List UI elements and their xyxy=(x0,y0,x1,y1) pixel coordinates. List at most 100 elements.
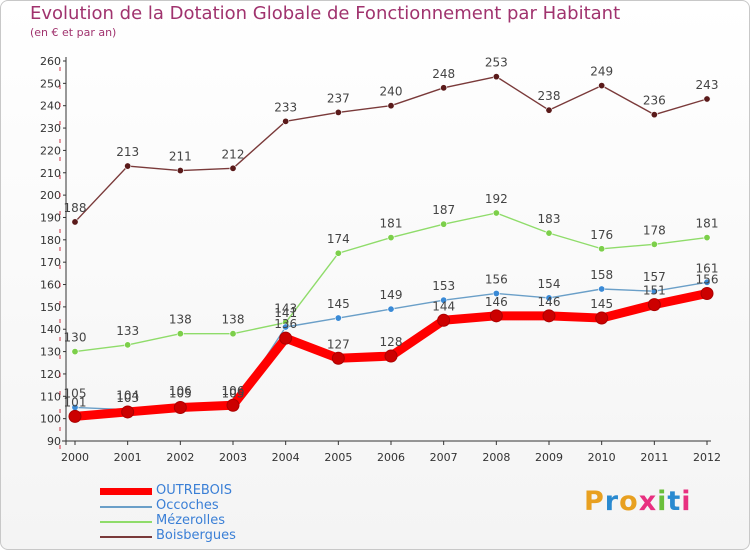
data-point xyxy=(334,249,342,257)
data-label: 174 xyxy=(327,232,350,246)
data-label: 178 xyxy=(643,223,666,237)
data-label: 141 xyxy=(274,306,297,320)
data-label: 130 xyxy=(64,331,87,345)
data-point xyxy=(226,398,240,412)
data-label: 156 xyxy=(485,272,508,286)
x-tick-label: 2004 xyxy=(272,451,300,464)
y-tick-label: 260 xyxy=(40,55,61,68)
logo-letter: r xyxy=(604,486,620,517)
y-tick-label: 210 xyxy=(40,167,61,180)
logo-letter: o xyxy=(619,486,639,517)
data-point xyxy=(700,286,714,300)
data-label: 106 xyxy=(222,384,245,398)
data-label: 183 xyxy=(538,212,561,226)
data-point xyxy=(68,409,82,423)
data-point xyxy=(650,111,658,119)
x-tick-label: 2000 xyxy=(61,451,89,464)
data-label: 213 xyxy=(116,145,139,159)
data-point xyxy=(387,234,395,242)
legend-swatch-mezerolles xyxy=(100,521,152,523)
data-label: 146 xyxy=(538,295,561,309)
x-tick-label: 2005 xyxy=(324,451,352,464)
data-label: 133 xyxy=(116,324,139,338)
data-label: 151 xyxy=(643,284,666,298)
data-point xyxy=(387,102,395,110)
data-point xyxy=(489,309,503,323)
data-label: 146 xyxy=(485,295,508,309)
data-point xyxy=(440,84,448,92)
y-tick-label: 150 xyxy=(40,301,61,314)
data-point xyxy=(703,95,711,103)
data-point xyxy=(331,351,345,365)
y-tick-label: 250 xyxy=(40,77,61,90)
y-tick-label: 130 xyxy=(40,346,61,359)
data-label: 253 xyxy=(485,56,508,70)
y-tick-label: 140 xyxy=(40,323,61,336)
data-label: 127 xyxy=(327,337,350,351)
data-point xyxy=(176,167,184,175)
x-tick-label: 2001 xyxy=(114,451,142,464)
data-point xyxy=(334,108,342,116)
data-label: 243 xyxy=(696,78,719,92)
data-label: 154 xyxy=(538,277,561,291)
y-tick-label: 120 xyxy=(40,368,61,381)
data-point xyxy=(229,330,237,338)
data-label: 157 xyxy=(643,270,666,284)
y-tick-label: 170 xyxy=(40,256,61,269)
data-label: 211 xyxy=(169,150,192,164)
legend-swatch-boisbergues xyxy=(100,536,152,538)
data-point xyxy=(492,289,500,297)
data-point xyxy=(492,73,500,81)
data-point xyxy=(176,330,184,338)
legend-item-mezerolles: Mézerolles xyxy=(100,513,320,529)
data-label: 237 xyxy=(327,91,350,105)
y-tick-label: 230 xyxy=(40,122,61,135)
data-label: 104 xyxy=(116,389,139,403)
data-label: 138 xyxy=(169,313,192,327)
data-label: 248 xyxy=(432,67,455,81)
data-point xyxy=(598,245,606,253)
data-label: 188 xyxy=(64,201,87,215)
data-label: 138 xyxy=(222,313,245,327)
data-point xyxy=(440,296,448,304)
legend-label-mezerolles: Mézerolles xyxy=(156,513,226,528)
y-tick-label: 190 xyxy=(40,211,61,224)
data-point xyxy=(440,220,448,228)
logo-letter: i xyxy=(657,486,668,517)
data-point xyxy=(279,331,293,345)
legend-swatch-outrebois xyxy=(100,488,152,495)
data-label: 106 xyxy=(169,384,192,398)
data-point xyxy=(492,209,500,217)
data-label: 103 xyxy=(116,391,139,405)
data-label: 161 xyxy=(696,261,719,275)
data-point xyxy=(384,349,398,363)
x-tick-label: 2008 xyxy=(482,451,510,464)
logo-letter: i xyxy=(681,486,692,517)
y-tick-label: 90 xyxy=(47,435,61,448)
y-tick-label: 180 xyxy=(40,234,61,247)
legend-label-occoches: Occoches xyxy=(156,498,219,513)
data-label: 105 xyxy=(64,386,87,400)
y-tick-label: 220 xyxy=(40,144,61,157)
data-point xyxy=(545,106,553,114)
y-tick-label: 200 xyxy=(40,189,61,202)
legend-item-occoches: Occoches xyxy=(100,498,320,514)
chart-title: Evolution de la Dotation Globale de Fonc… xyxy=(30,3,621,24)
data-label: 158 xyxy=(590,268,613,282)
data-point xyxy=(173,400,187,414)
data-point xyxy=(545,229,553,237)
data-point xyxy=(437,313,451,327)
data-label: 128 xyxy=(380,335,403,349)
data-point xyxy=(387,305,395,313)
data-label: 145 xyxy=(590,297,613,311)
legend-label-outrebois: OUTREBOIS xyxy=(156,483,232,498)
y-tick-label: 100 xyxy=(40,413,61,426)
data-label: 238 xyxy=(538,89,561,103)
x-tick-label: 2012 xyxy=(693,451,721,464)
logo-letter: P xyxy=(584,486,605,517)
data-label: 236 xyxy=(643,94,666,108)
chart-subtitle: (en € et par an) xyxy=(30,26,117,39)
x-tick-label: 2010 xyxy=(588,451,616,464)
x-tick-label: 2003 xyxy=(219,451,247,464)
